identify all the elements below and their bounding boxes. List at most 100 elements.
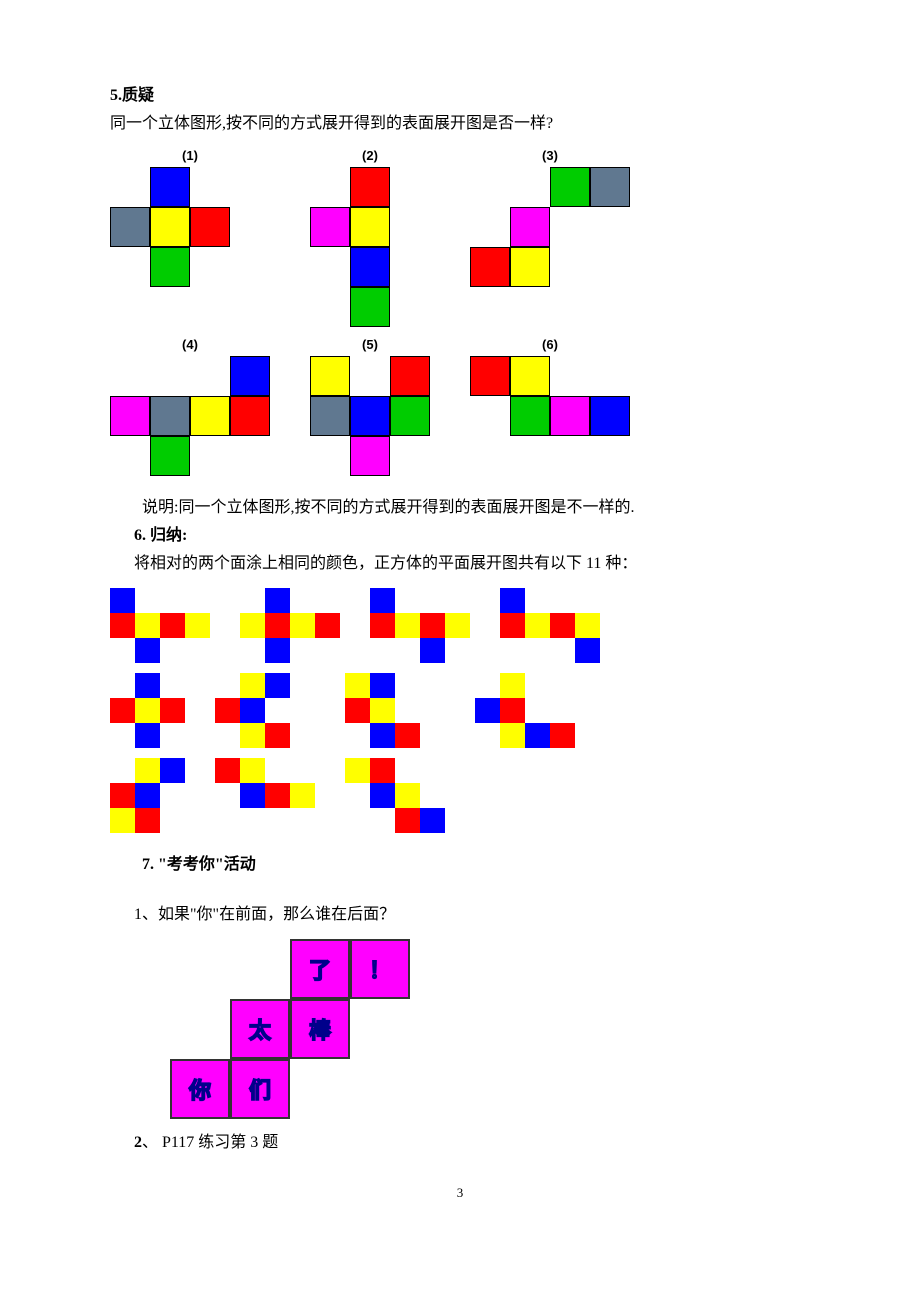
cube-net: (2) bbox=[310, 148, 430, 327]
net-face bbox=[190, 436, 230, 476]
net-face bbox=[110, 588, 135, 613]
net-face bbox=[550, 167, 590, 207]
net-face bbox=[160, 758, 185, 783]
activity-face: ！ bbox=[350, 939, 410, 999]
net-face bbox=[420, 613, 445, 638]
net-face bbox=[395, 758, 420, 783]
net-label: (6) bbox=[542, 337, 558, 352]
net-label: (2) bbox=[362, 148, 378, 163]
net-face bbox=[265, 758, 290, 783]
net-face bbox=[135, 698, 160, 723]
section5-conclusion: 说明:同一个立体图形,按不同的方式展开得到的表面展开图是不一样的. bbox=[110, 496, 810, 520]
net-face bbox=[265, 723, 290, 748]
net-face bbox=[590, 167, 630, 207]
net-face bbox=[370, 673, 395, 698]
activity-face: 太 bbox=[230, 999, 290, 1059]
net-face bbox=[395, 723, 420, 748]
net-face bbox=[110, 758, 135, 783]
net-face bbox=[350, 356, 390, 396]
net-face bbox=[575, 588, 600, 613]
net-face bbox=[395, 808, 420, 833]
section6-heading: 6. 归纳: bbox=[110, 524, 810, 548]
net-face bbox=[185, 638, 210, 663]
net-face bbox=[420, 808, 445, 833]
net-face bbox=[290, 638, 315, 663]
net-face bbox=[290, 613, 315, 638]
net-face bbox=[265, 588, 290, 613]
section6-text: 将相对的两个面涂上相同的颜色，正方体的平面展开图共有以下 11 种： bbox=[134, 552, 810, 576]
net-face bbox=[525, 698, 550, 723]
net-face bbox=[395, 783, 420, 808]
net-face bbox=[350, 247, 390, 287]
net-face bbox=[290, 758, 315, 783]
section7-q2: 2、 P117 练习第 3 题 bbox=[134, 1131, 810, 1155]
net-face bbox=[475, 698, 500, 723]
activity-face: 棒 bbox=[290, 999, 350, 1059]
net-face bbox=[420, 588, 445, 613]
net-face bbox=[240, 613, 265, 638]
net-face bbox=[350, 287, 390, 327]
net-face bbox=[510, 247, 550, 287]
net-face bbox=[240, 588, 265, 613]
activity-face bbox=[290, 1059, 350, 1119]
net-face bbox=[215, 698, 240, 723]
net-face bbox=[525, 588, 550, 613]
net-face bbox=[215, 673, 240, 698]
cube-net: (4) bbox=[110, 337, 270, 476]
net-face bbox=[500, 638, 525, 663]
net-face bbox=[370, 613, 395, 638]
net-label: (3) bbox=[542, 148, 558, 163]
net-face bbox=[470, 396, 510, 436]
net-face bbox=[230, 207, 270, 247]
cube-net bbox=[215, 758, 315, 833]
net-face bbox=[395, 588, 420, 613]
net-face bbox=[310, 247, 350, 287]
net-face bbox=[350, 167, 390, 207]
net-face bbox=[230, 287, 270, 327]
net-face bbox=[190, 396, 230, 436]
net-face bbox=[160, 638, 185, 663]
net-face bbox=[475, 673, 500, 698]
net-face bbox=[390, 207, 430, 247]
net-face bbox=[500, 723, 525, 748]
net-face bbox=[310, 287, 350, 327]
net-face bbox=[310, 356, 350, 396]
net-face bbox=[150, 167, 190, 207]
cube-net bbox=[240, 588, 340, 663]
net-face bbox=[390, 247, 430, 287]
net-face bbox=[110, 673, 135, 698]
net-face bbox=[345, 698, 370, 723]
net-face bbox=[445, 588, 470, 613]
cube-net bbox=[110, 673, 185, 748]
net-face bbox=[420, 723, 445, 748]
net-face bbox=[150, 436, 190, 476]
net-face bbox=[215, 723, 240, 748]
page-number: 3 bbox=[110, 1185, 810, 1201]
net-face bbox=[110, 613, 135, 638]
net-face bbox=[110, 167, 150, 207]
net-face bbox=[510, 356, 550, 396]
net-face bbox=[310, 207, 350, 247]
net-face bbox=[550, 588, 575, 613]
net-face bbox=[230, 396, 270, 436]
net-face bbox=[150, 247, 190, 287]
net-face bbox=[525, 673, 550, 698]
net-face bbox=[240, 783, 265, 808]
net-face bbox=[590, 247, 630, 287]
net-face bbox=[390, 287, 430, 327]
net-face bbox=[190, 356, 230, 396]
activity-net: 了！太棒你们 bbox=[170, 939, 810, 1119]
activity-face bbox=[350, 999, 410, 1059]
net-face bbox=[160, 783, 185, 808]
net-face bbox=[310, 436, 350, 476]
net-face bbox=[420, 638, 445, 663]
net-face bbox=[370, 723, 395, 748]
net-face bbox=[500, 698, 525, 723]
cube-net bbox=[345, 758, 445, 833]
net-face bbox=[590, 207, 630, 247]
net-face bbox=[190, 167, 230, 207]
net-face bbox=[390, 356, 430, 396]
net-face bbox=[230, 436, 270, 476]
net-face bbox=[215, 783, 240, 808]
net-face bbox=[550, 247, 590, 287]
